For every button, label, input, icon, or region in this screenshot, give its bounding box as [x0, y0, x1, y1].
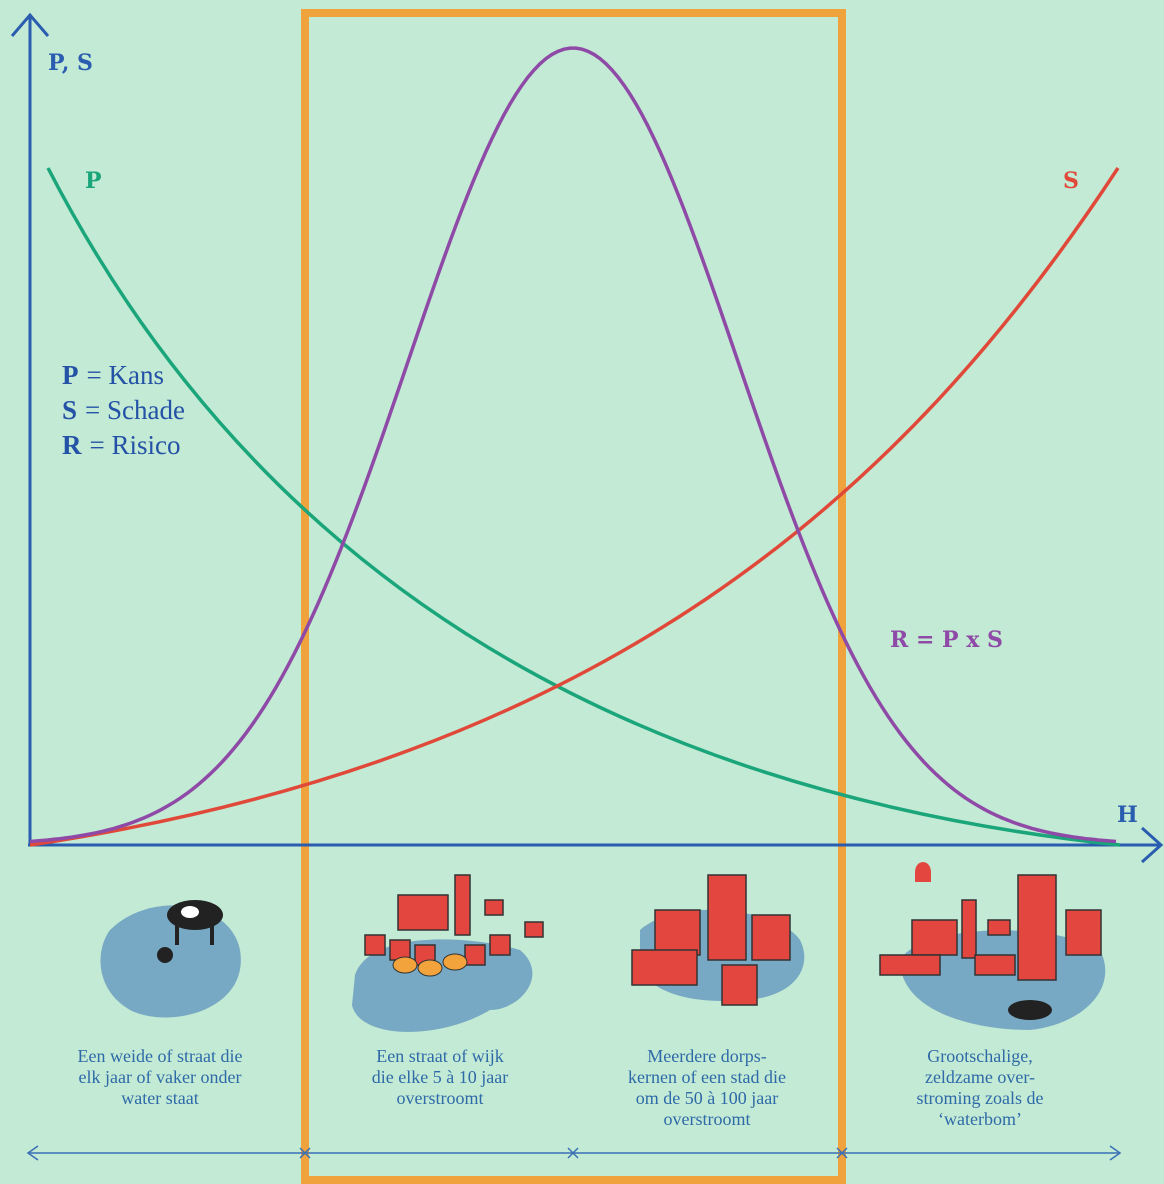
- axes: [10, 12, 1164, 864]
- legend-letter: R: [62, 430, 82, 460]
- caption-line: kernen of een stad die: [628, 1067, 786, 1087]
- legend-text: = Kans: [87, 360, 164, 390]
- caption-line: Grootschalige,: [927, 1046, 1032, 1066]
- curve-s: [29, 167, 1120, 847]
- legend-text: = Risico: [90, 430, 181, 460]
- caption-line: Een straat of wijk: [376, 1046, 503, 1066]
- caption-line: ‘waterbom’: [938, 1109, 1022, 1129]
- caption-line: om de 50 à 100 jaar: [636, 1088, 778, 1108]
- caption-line: water staat: [121, 1088, 198, 1108]
- curve-label: P: [85, 168, 102, 194]
- range-arrow: [26, 1145, 1122, 1161]
- caption-line: zeldzame over-: [925, 1067, 1035, 1087]
- y-axis-label: P, S: [48, 50, 93, 76]
- caption-line: stroming zoals de: [917, 1088, 1044, 1108]
- caption-line: die elke 5 à 10 jaar: [372, 1067, 508, 1087]
- legend-letter: S: [62, 395, 77, 425]
- curve-r: [29, 46, 1117, 844]
- legend-entry: R = Risico: [62, 430, 180, 460]
- caption-line: elk jaar of vaker onder: [79, 1067, 242, 1087]
- curve-label: R = P x S: [890, 627, 1003, 653]
- x-axis-label: H: [1117, 802, 1138, 828]
- caption-line: overstroomt: [397, 1088, 484, 1108]
- caption-line: overstroomt: [664, 1109, 751, 1129]
- caption-line: Meerdere dorps-: [647, 1046, 766, 1066]
- caption-line: Een weide of straat die: [78, 1046, 243, 1066]
- legend-text: = Schade: [85, 395, 185, 425]
- illustrations: [100, 862, 1106, 1032]
- legend-letter: P: [62, 360, 79, 390]
- highlight-box: [301, 9, 846, 1184]
- legend-entry: S = Schade: [62, 395, 185, 425]
- legend-entry: P = Kans: [62, 360, 164, 390]
- curve-label: S: [1063, 168, 1079, 194]
- curve-p: [46, 167, 1121, 847]
